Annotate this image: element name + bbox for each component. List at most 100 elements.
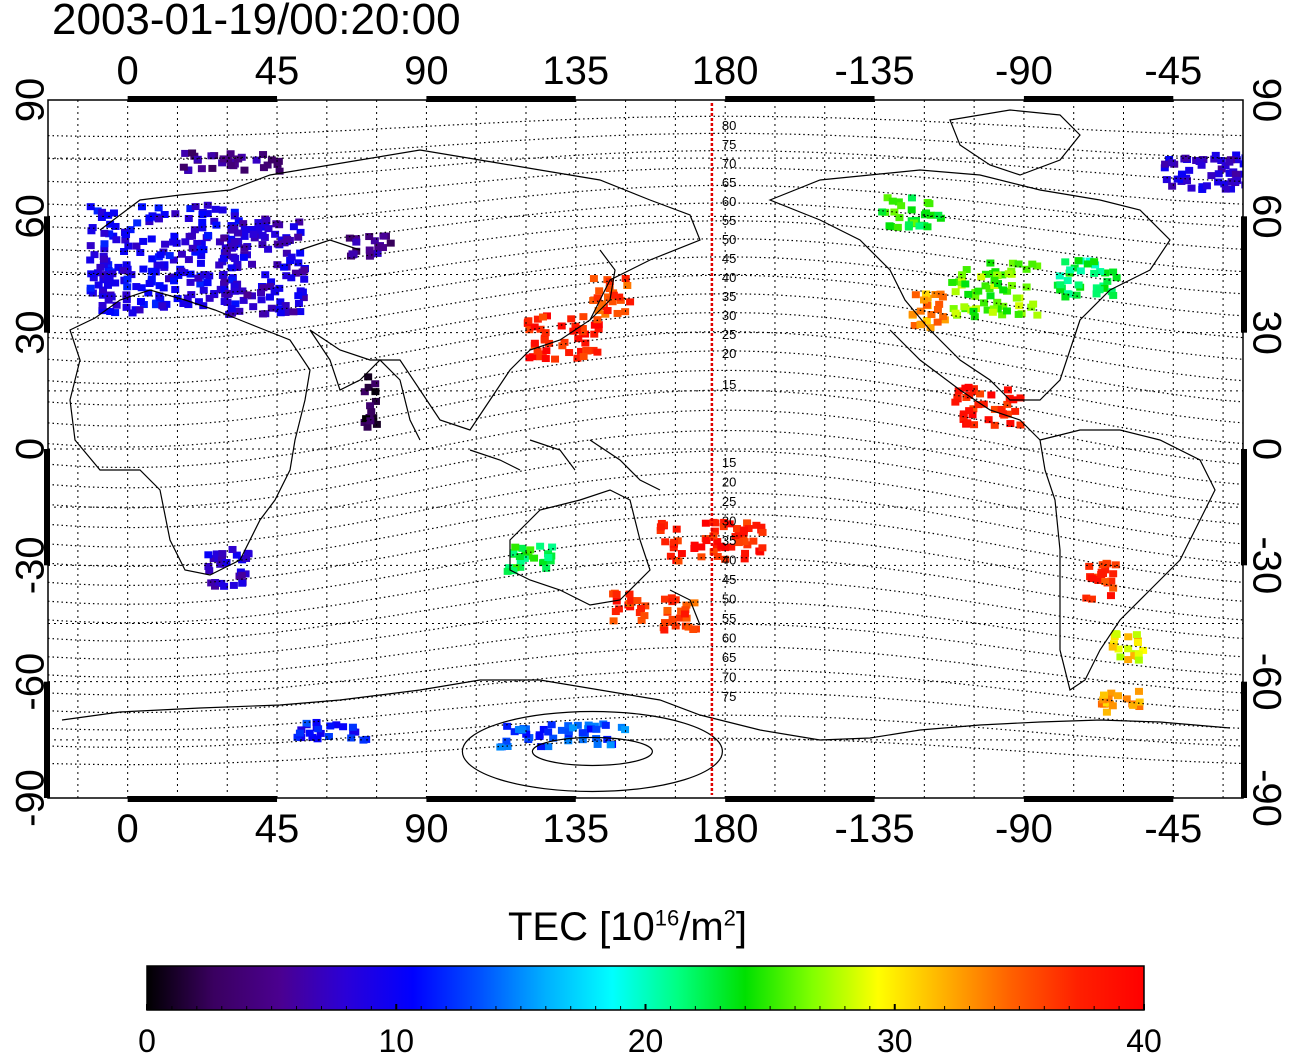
tec-cell (258, 310, 267, 318)
contour-line (48, 220, 1243, 275)
tec-cell (1108, 702, 1117, 710)
tec-cell (1093, 575, 1102, 583)
contour-line (48, 513, 1243, 587)
tec-cell (579, 353, 588, 361)
tec-cell (548, 543, 557, 551)
tec-cell (218, 550, 227, 558)
tec-cell (990, 405, 999, 413)
tec-cell (1104, 695, 1113, 703)
tec-cell (109, 232, 118, 240)
tec-cell (359, 736, 368, 744)
tec-cell (99, 286, 108, 294)
lat-tick-label: 60 (1244, 194, 1288, 239)
tec-cell (234, 155, 243, 163)
tec-cell (294, 299, 303, 307)
tec-cell (690, 599, 699, 607)
tec-cell (668, 615, 677, 623)
tec-cell (981, 282, 990, 290)
tec-cell (1090, 258, 1099, 266)
tec-cell (518, 726, 527, 734)
tec-cell (367, 408, 376, 416)
tec-cell (106, 220, 115, 228)
tec-cell (537, 743, 546, 751)
contour-line (48, 450, 1243, 529)
tec-cell (948, 278, 957, 286)
tec-cell (239, 253, 248, 261)
tec-cell (656, 527, 665, 535)
contour-label: 60 (722, 631, 736, 646)
tec-cell (271, 230, 280, 238)
tec-cell (1129, 701, 1138, 709)
lon-tick-label: -90 (995, 49, 1053, 93)
tec-cell (739, 533, 748, 541)
tec-cell (1012, 294, 1021, 302)
tec-cell (592, 735, 601, 743)
tec-cell (542, 312, 551, 320)
tec-cell (222, 559, 231, 567)
tec-cell (198, 224, 207, 232)
tec-cell (296, 249, 305, 257)
tec-cell (883, 194, 892, 202)
tec-cell (243, 291, 252, 299)
tec-cell (258, 231, 267, 239)
tec-cell (145, 218, 154, 226)
tec-cell (1014, 260, 1023, 268)
tec-cell (188, 244, 197, 252)
tec-cell (1255, 178, 1263, 185)
tec-cell (595, 287, 604, 295)
contour-line (48, 389, 1243, 469)
tec-cell (1233, 176, 1242, 184)
tec-cell (505, 564, 514, 572)
tec-cell (171, 286, 180, 294)
tec-cell (199, 286, 208, 294)
tec-cell (227, 244, 236, 252)
tec-cell (194, 274, 203, 282)
tec-cell (533, 315, 542, 323)
tec-cell (969, 388, 978, 396)
tec-cell (557, 726, 566, 734)
contour-label: 80 (722, 118, 736, 133)
tec-cell (1270, 160, 1278, 167)
tec-cell (713, 538, 722, 546)
tec-cell (1087, 574, 1096, 582)
tec-cell (147, 275, 156, 283)
tec-cell (230, 224, 239, 232)
tec-cell (1168, 182, 1177, 190)
tec-cell (904, 221, 913, 229)
tec-cell (1029, 300, 1038, 308)
tec-cell (733, 525, 742, 533)
lon-tick-label: -45 (1144, 807, 1202, 851)
tec-cell (123, 275, 132, 283)
tec-cell (371, 380, 380, 388)
tec-cell (625, 590, 634, 598)
frame-ticks (44, 96, 1247, 802)
tec-cell (174, 271, 183, 279)
tec-cell (635, 609, 644, 617)
tec-cell (496, 743, 505, 751)
tec-cell (137, 203, 146, 211)
tec-cell (97, 213, 106, 221)
tec-cell (299, 294, 308, 302)
tec-cell (961, 280, 970, 288)
tec-cell (1066, 266, 1075, 274)
tec-cell (365, 233, 374, 241)
tec-cell (100, 245, 109, 253)
tec-cell (374, 243, 383, 251)
tec-cell (681, 606, 690, 614)
tec-cell (1139, 646, 1148, 654)
tec-cell (111, 309, 120, 317)
tec-cell (690, 544, 699, 552)
tec-cell (661, 538, 670, 546)
tec-cell (132, 242, 141, 250)
contour-label: 60 (722, 194, 736, 209)
tec-cell (272, 220, 281, 228)
tec-cell (926, 211, 935, 219)
contour-label: 15 (722, 455, 736, 470)
tec-cell (1135, 698, 1144, 706)
lat-tick-label: 60 (9, 194, 53, 239)
tec-cell (196, 280, 205, 288)
contour-line (48, 132, 1243, 161)
tec-cell (217, 556, 226, 564)
tec-cell (757, 523, 766, 531)
